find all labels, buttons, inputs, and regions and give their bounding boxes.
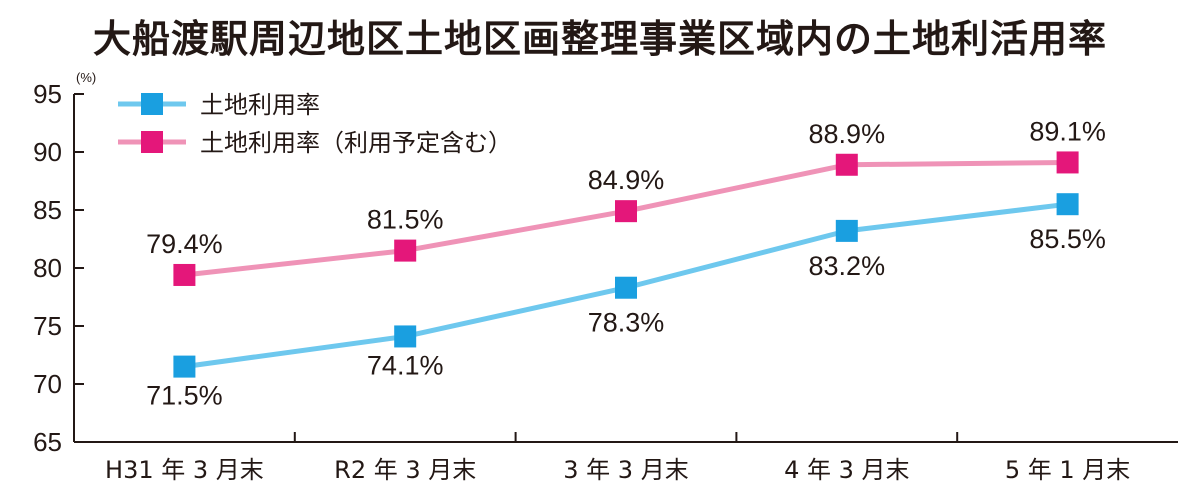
data-point: [173, 355, 196, 378]
legend-label: 土地利用率（利用予定含む）: [200, 129, 512, 157]
data-label: 84.9%: [588, 165, 665, 195]
data-label: 78.3%: [588, 308, 665, 338]
data-label: 83.2%: [809, 251, 886, 281]
data-point: [835, 219, 858, 242]
data-label: 88.9%: [809, 119, 886, 149]
data-point: [1056, 193, 1079, 216]
y-tick-label: 85: [33, 195, 62, 225]
data-label: 81.5%: [367, 205, 444, 235]
data-point: [394, 325, 417, 348]
data-label: 89.1%: [1029, 116, 1106, 146]
data-point: [173, 263, 196, 286]
data-point: [835, 153, 858, 176]
legend-marker: [141, 131, 163, 153]
x-tick-label: 4 年 3 月末: [784, 456, 909, 484]
legend-marker: [141, 93, 163, 115]
data-point: [1056, 151, 1079, 174]
chart-title: 大船渡駅周辺地区土地区画整理事業区域内の土地利活用率: [92, 16, 1107, 61]
data-point: [394, 239, 417, 262]
y-tick-label: 75: [33, 311, 62, 341]
data-label: 79.4%: [146, 229, 223, 259]
data-label: 74.1%: [367, 350, 444, 380]
x-tick-label: R2 年 3 月末: [334, 456, 476, 484]
data-label: 71.5%: [146, 381, 223, 411]
y-tick-label: 95: [33, 79, 62, 109]
data-point: [615, 276, 637, 299]
legend-label: 土地利用率: [200, 91, 320, 119]
y-tick-label: 80: [33, 253, 62, 283]
x-tick-label: 5 年 1 月末: [1005, 456, 1130, 484]
y-axis-unit: (%): [76, 70, 96, 85]
y-tick-label: 65: [33, 427, 62, 457]
y-tick-label: 70: [33, 369, 62, 399]
y-tick-label: 90: [33, 137, 62, 167]
data-point: [615, 200, 637, 223]
data-label: 85.5%: [1029, 224, 1106, 254]
x-tick-label: H31 年 3 月末: [105, 456, 264, 484]
x-tick-label: 3 年 3 月末: [563, 456, 688, 484]
